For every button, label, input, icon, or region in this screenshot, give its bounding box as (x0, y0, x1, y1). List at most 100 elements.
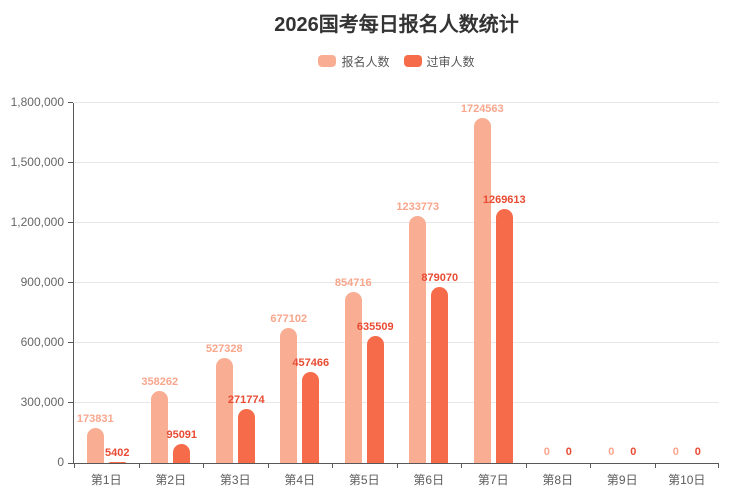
value-label-registered-day-5: 854716 (334, 277, 372, 290)
bar-approved-day-6[interactable]: 879070 (421, 272, 458, 463)
bar-pair: 527328 271774 (203, 343, 268, 463)
x-axis-label-day-3: 第3日 (219, 473, 251, 487)
value-label-approved-day-8: 0 (565, 446, 572, 458)
value-label-approved-day-1: 5402 (105, 446, 130, 459)
bar-approved-day-1[interactable]: 5402 (105, 447, 129, 463)
x-axis-tick (525, 463, 527, 468)
x-axis-label-day-7: 第7日 (477, 473, 509, 487)
x-axis-label-day-4: 第4日 (284, 473, 316, 487)
x-axis-tick (74, 463, 75, 468)
x-axis-tick (332, 463, 333, 468)
value-label-approved-day-9: 0 (630, 446, 637, 458)
legend-swatch-approved (403, 55, 422, 67)
x-axis-tick (267, 463, 269, 468)
x-axis-tick (590, 463, 591, 468)
y-axis-label: 1,200,000 (10, 215, 64, 229)
value-label-approved-day-4: 457466 (292, 356, 330, 369)
category-day-5: 854716 635509 第5日 (332, 103, 397, 487)
value-label-approved-day-2: 95091 (166, 428, 198, 441)
x-axis-tick (203, 463, 204, 468)
category-day-6: 1233773 879070 第6日 (396, 103, 462, 487)
x-axis-label-day-5: 第5日 (348, 473, 380, 487)
category-day-10: 0 0 第10日 (655, 103, 720, 487)
bar-registered-day-6[interactable]: 1233773 (396, 201, 439, 463)
bar-pair: 1233773 879070 (396, 201, 462, 463)
gridline (74, 102, 719, 103)
value-label-registered-day-8: 0 (543, 446, 550, 458)
chart-legend: 报名人数 过审人数 (74, 53, 719, 69)
y-axis-label: 900,000 (20, 275, 64, 289)
bar-approved-day-7[interactable]: 1269613 (483, 194, 526, 463)
x-axis-label-day-6: 第6日 (413, 473, 445, 487)
x-axis-tick (718, 463, 719, 468)
y-axis-label: 1,800,000 (10, 95, 64, 109)
value-label-registered-day-10: 0 (672, 446, 679, 458)
y-axis-tick (68, 102, 73, 103)
value-label-registered-day-7: 1724563 (460, 103, 504, 116)
value-label-registered-day-9: 0 (608, 446, 615, 458)
y-axis-label: 0 (57, 455, 64, 469)
x-axis-tick (461, 463, 462, 468)
y-axis-label: 600,000 (20, 335, 64, 349)
gridline (74, 222, 719, 223)
bar-registered-day-7[interactable]: 1724563 (461, 103, 504, 463)
category-day-2: 358262 95091 第2日 (139, 103, 204, 487)
bar-registered-day-4[interactable]: 677102 (270, 313, 307, 463)
category-day-9: 0 0 第9日 (590, 103, 655, 487)
y-axis-tick (68, 402, 73, 403)
legend-item-approved[interactable]: 过审人数 (403, 53, 475, 70)
value-label-approved-day-6: 879070 (421, 272, 459, 285)
bar-registered-day-3[interactable]: 527328 (206, 343, 243, 463)
value-label-approved-day-7: 1269613 (482, 194, 526, 207)
x-axis-tick (654, 463, 656, 468)
y-axis-line (73, 103, 74, 464)
bar-registered-day-5[interactable]: 854716 (335, 277, 372, 463)
y-axis-label: 300,000 (20, 395, 64, 409)
bar-pair: 358262 95091 (139, 376, 204, 463)
x-axis-label-day-1: 第1日 (90, 473, 122, 487)
legend-label-registered: 报名人数 (341, 54, 390, 69)
legend-item-registered[interactable]: 报名人数 (318, 53, 390, 70)
value-label-approved-day-10: 0 (694, 446, 701, 458)
bar-registered-day-1[interactable]: 173831 (77, 413, 114, 463)
bar-chart-plot-area: 0 300,000 600,000 900,000 1,200,000 1,500,000… (11, 95, 720, 487)
value-label-approved-day-3: 271774 (227, 393, 265, 406)
gridline (74, 282, 719, 283)
value-label-approved-day-5: 635509 (356, 320, 394, 333)
y-axis-label: 1,500,000 (10, 155, 64, 169)
y-axis-tick (68, 282, 73, 283)
bar-pair: 173831 5402 (74, 413, 139, 463)
value-label-registered-day-3: 527328 (205, 342, 243, 355)
bar-approved-day-2[interactable]: 95091 (166, 429, 197, 463)
gridline (74, 162, 719, 163)
bar-pair: 1724563 1269613 (461, 103, 526, 463)
bar-registered-day-2[interactable]: 358262 (141, 376, 178, 463)
value-label-registered-day-2: 358262 (141, 376, 179, 389)
category-day-7: 1724563 1269613 第7日 (461, 103, 526, 487)
bar-pair: 677102 457466 (268, 313, 333, 463)
x-axis-tick (138, 463, 140, 468)
bar-approved-day-5[interactable]: 635509 (357, 321, 394, 463)
x-axis-label-day-10: 第10日 (668, 473, 706, 487)
y-axis-tick (68, 162, 73, 163)
category-day-1: 173831 5402 第1日 (74, 103, 139, 487)
x-axis-tick (396, 463, 398, 468)
gridline (74, 402, 719, 403)
x-axis-label-day-8: 第8日 (542, 473, 574, 487)
legend-swatch-registered (318, 55, 337, 67)
x-axis-label-day-2: 第2日 (155, 473, 187, 487)
x-axis-label-day-9: 第9日 (606, 473, 638, 487)
y-axis-tick (68, 342, 73, 343)
value-label-registered-day-6: 1233773 (396, 201, 440, 214)
y-axis-tick (68, 463, 73, 464)
bar-approved-day-4[interactable]: 457466 (292, 357, 329, 463)
chart-title: 2026国考每日报名人数统计 (274, 14, 519, 36)
bar-pair: 854716 635509 (332, 277, 397, 463)
bar-approved-day-3[interactable]: 271774 (228, 394, 265, 463)
gridline (74, 342, 719, 343)
legend-label-approved: 过审人数 (426, 54, 475, 69)
category-day-3: 527328 271774 第3日 (203, 103, 268, 487)
value-label-registered-day-4: 677102 (270, 312, 308, 325)
value-label-registered-day-1: 173831 (76, 413, 114, 426)
x-axis-line (73, 463, 719, 464)
